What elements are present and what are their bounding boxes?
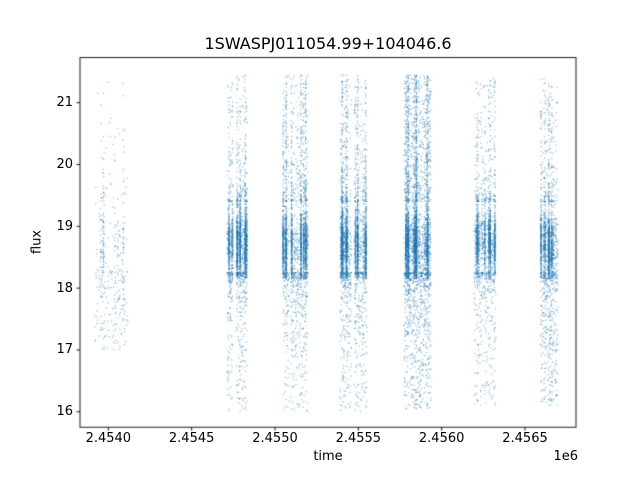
x-tick-label: 2.4540 <box>85 431 132 446</box>
chart-title: 1SWASPJ011054.99+104046.6 <box>204 34 452 53</box>
y-tick-label: 16 <box>56 404 73 420</box>
y-tick-label: 17 <box>56 342 73 358</box>
y-tick-label: 18 <box>56 280 73 296</box>
x-axis-label: time <box>313 449 343 464</box>
y-tick-label: 19 <box>56 218 73 234</box>
x-tick-label: 2.4560 <box>418 431 465 446</box>
x-tick-label: 2.4550 <box>252 431 298 446</box>
x-tick-label: 2.4555 <box>335 431 382 446</box>
y-tick-label: 21 <box>56 95 73 111</box>
x-tick-label: 2.4545 <box>168 431 215 446</box>
x-axis-offset-label: 1e6 <box>553 449 578 464</box>
x-tick-label: 2.4565 <box>502 431 548 446</box>
y-tick-label: 20 <box>56 157 73 173</box>
